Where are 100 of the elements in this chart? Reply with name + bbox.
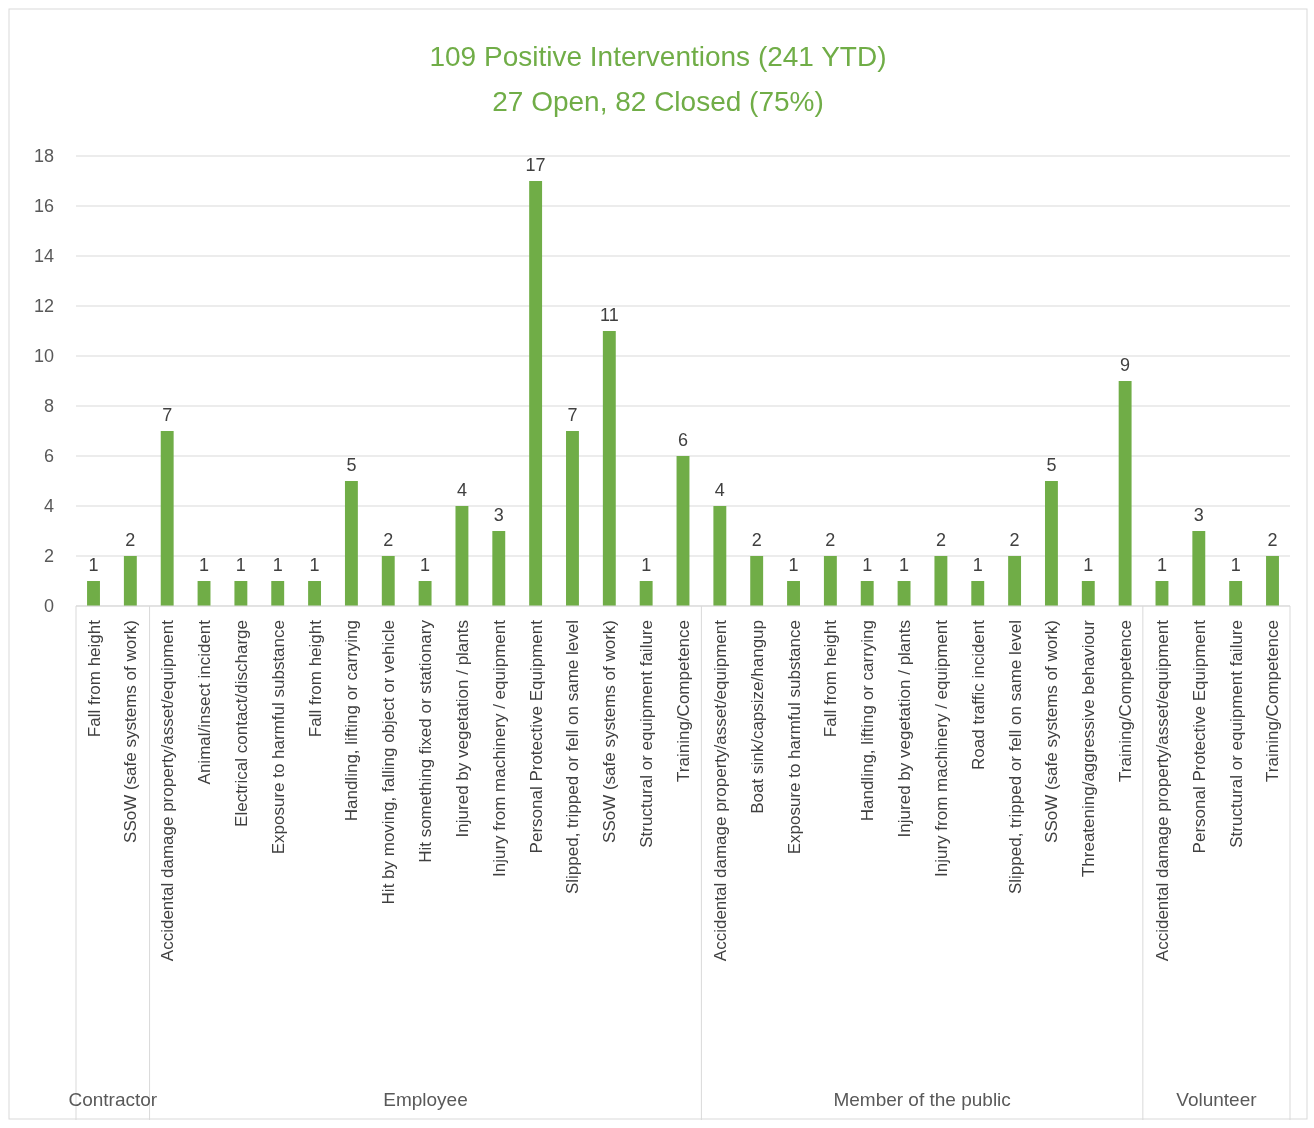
- bar: [418, 581, 432, 606]
- x-tick-label: Slipped, tripped or fell on same level: [563, 620, 583, 895]
- x-tick-label: Exposure to harmful substance: [784, 620, 804, 855]
- x-tick-label: Handling, lifting or carrying: [858, 620, 878, 822]
- y-tick-label: 16: [33, 196, 54, 217]
- x-tick-label: Injured by vegetation / plants: [895, 620, 915, 838]
- y-tick-label: 4: [43, 496, 54, 517]
- y-tick-label: 6: [43, 446, 54, 467]
- data-label: 4: [714, 480, 725, 500]
- bar: [566, 431, 579, 606]
- data-label: 1: [88, 555, 99, 575]
- x-tick-label: Accidental damage property/asset/equipment: [710, 619, 730, 962]
- x-tick-label: Injured by vegetation / plants: [452, 620, 472, 838]
- chart-subtitle: 27 Open, 82 Closed (75%): [492, 86, 824, 117]
- bar: [271, 581, 285, 606]
- data-label: 1: [199, 555, 210, 575]
- data-label: 1: [1156, 555, 1167, 575]
- data-label: 6: [677, 430, 689, 450]
- bar: [160, 431, 174, 606]
- x-tick-label: Boat sink/capsize/hangup: [747, 620, 767, 814]
- bar: [860, 581, 874, 606]
- data-label: 3: [1193, 505, 1204, 525]
- bar: [602, 331, 616, 606]
- bar: [123, 556, 137, 606]
- bar: [1229, 581, 1243, 606]
- bar: [1118, 381, 1132, 606]
- data-label: 2: [751, 530, 762, 550]
- bar: [308, 581, 322, 606]
- bar: [823, 556, 837, 606]
- bar: [234, 581, 248, 606]
- x-tick-label: Structural or equipment failure: [637, 620, 657, 848]
- data-label: 1: [235, 555, 246, 575]
- data-label: 2: [125, 530, 136, 550]
- bar: [750, 556, 764, 606]
- bar: [492, 531, 506, 606]
- bar: [676, 456, 690, 606]
- bar: [1008, 556, 1022, 606]
- x-tick-label: Hit something fixed or stationary: [416, 619, 436, 863]
- text: Volunteer: [1176, 1089, 1258, 1110]
- data-label: 9: [1120, 355, 1131, 375]
- data-label: 7: [162, 405, 173, 425]
- bar: [787, 581, 800, 606]
- x-tick-label: SSoW (safe systems of work): [121, 620, 141, 843]
- data-label: 1: [972, 555, 983, 575]
- data-label: 1: [862, 555, 873, 575]
- data-label: 3: [493, 505, 504, 525]
- bar: [639, 581, 653, 606]
- bar: [1081, 581, 1095, 606]
- text: Member of the public: [833, 1089, 1011, 1110]
- y-tick-label: 14: [33, 246, 54, 267]
- x-tick-label: Handling, lifting or carrying: [342, 620, 362, 822]
- x-tick-label: Hit by moving, falling object or vehicle: [379, 620, 399, 905]
- data-label: 4: [456, 480, 467, 500]
- x-tick-label: SSoW (safe systems of work): [600, 620, 620, 843]
- x-tick-label: Slipped, tripped or fell on same level: [1005, 620, 1025, 895]
- data-label: 5: [346, 455, 357, 475]
- x-tick-label: Personal Protective Equipment: [1189, 619, 1209, 854]
- bar: [1192, 531, 1206, 606]
- bar: [87, 581, 100, 606]
- data-label: 1: [1230, 555, 1241, 575]
- bar: [1044, 481, 1058, 606]
- x-tick-label: Accidental damage property/asset/equipment: [1152, 619, 1172, 962]
- data-label: 5: [1046, 455, 1057, 475]
- text: Employee: [383, 1089, 468, 1110]
- data-label: 2: [383, 530, 394, 550]
- bar: [1266, 556, 1279, 606]
- data-label: 2: [1009, 530, 1020, 550]
- data-label: 11: [599, 305, 619, 325]
- chart-title: 109 Positive Interventions (241 YTD): [429, 41, 887, 72]
- y-tick-label: 8: [43, 396, 54, 417]
- x-tick-label: Animal/insect incident: [195, 619, 215, 785]
- bar: [713, 506, 727, 606]
- y-tick-label: 0: [43, 596, 54, 617]
- bar: [529, 181, 543, 606]
- bar: [455, 506, 469, 606]
- x-tick-label: Training/Competence: [674, 620, 693, 782]
- x-tick-label: Road traffic incident: [968, 619, 988, 770]
- x-tick-label: Fall from height: [821, 619, 841, 738]
- x-tick-label: Accidental damage property/asset/equipment: [158, 619, 178, 962]
- y-tick-label: 12: [33, 296, 54, 317]
- x-tick-label: SSoW (safe systems of work): [1042, 620, 1062, 843]
- data-label: 1: [788, 555, 799, 575]
- data-label: 1: [899, 555, 910, 575]
- x-tick-label: Injury from machinery / equipment: [489, 619, 509, 877]
- data-label: 2: [825, 530, 836, 550]
- x-tick-label: Exposure to harmful substance: [268, 620, 288, 855]
- x-tick-label: Training/Competence: [1263, 620, 1283, 782]
- x-tick-label: Electrical contact/discharge: [231, 620, 251, 827]
- data-label: 1: [420, 555, 431, 575]
- x-tick-label: Fall from height: [305, 619, 325, 738]
- y-tick-label: 2: [43, 546, 54, 567]
- data-label: 1: [309, 555, 320, 575]
- x-tick-label: Personal Protective Equipment: [526, 619, 546, 854]
- x-tick-label: Injury from machinery / equipment: [931, 619, 951, 877]
- data-label: 1: [1083, 555, 1094, 575]
- bar: [897, 581, 911, 606]
- data-label: 17: [525, 155, 546, 175]
- y-tick-label: 18: [33, 146, 54, 167]
- bar: [381, 556, 395, 606]
- data-label: 1: [641, 555, 652, 575]
